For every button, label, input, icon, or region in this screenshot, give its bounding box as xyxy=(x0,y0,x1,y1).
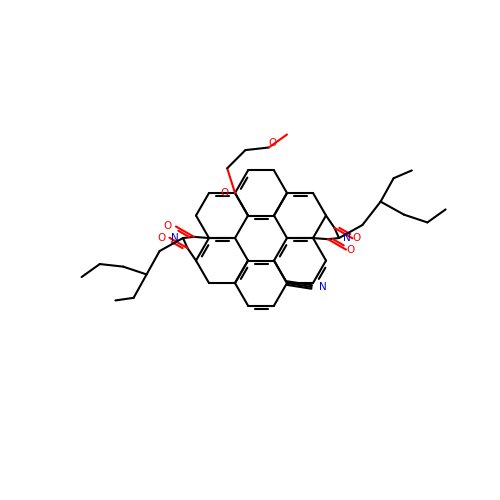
Text: O: O xyxy=(221,188,229,198)
Text: O: O xyxy=(157,232,166,242)
Text: O: O xyxy=(352,234,360,243)
Text: O: O xyxy=(164,222,172,232)
Text: N: N xyxy=(171,233,179,243)
Text: O: O xyxy=(346,244,354,254)
Text: O: O xyxy=(268,138,277,148)
Text: N: N xyxy=(318,282,326,292)
Text: N: N xyxy=(343,233,351,243)
